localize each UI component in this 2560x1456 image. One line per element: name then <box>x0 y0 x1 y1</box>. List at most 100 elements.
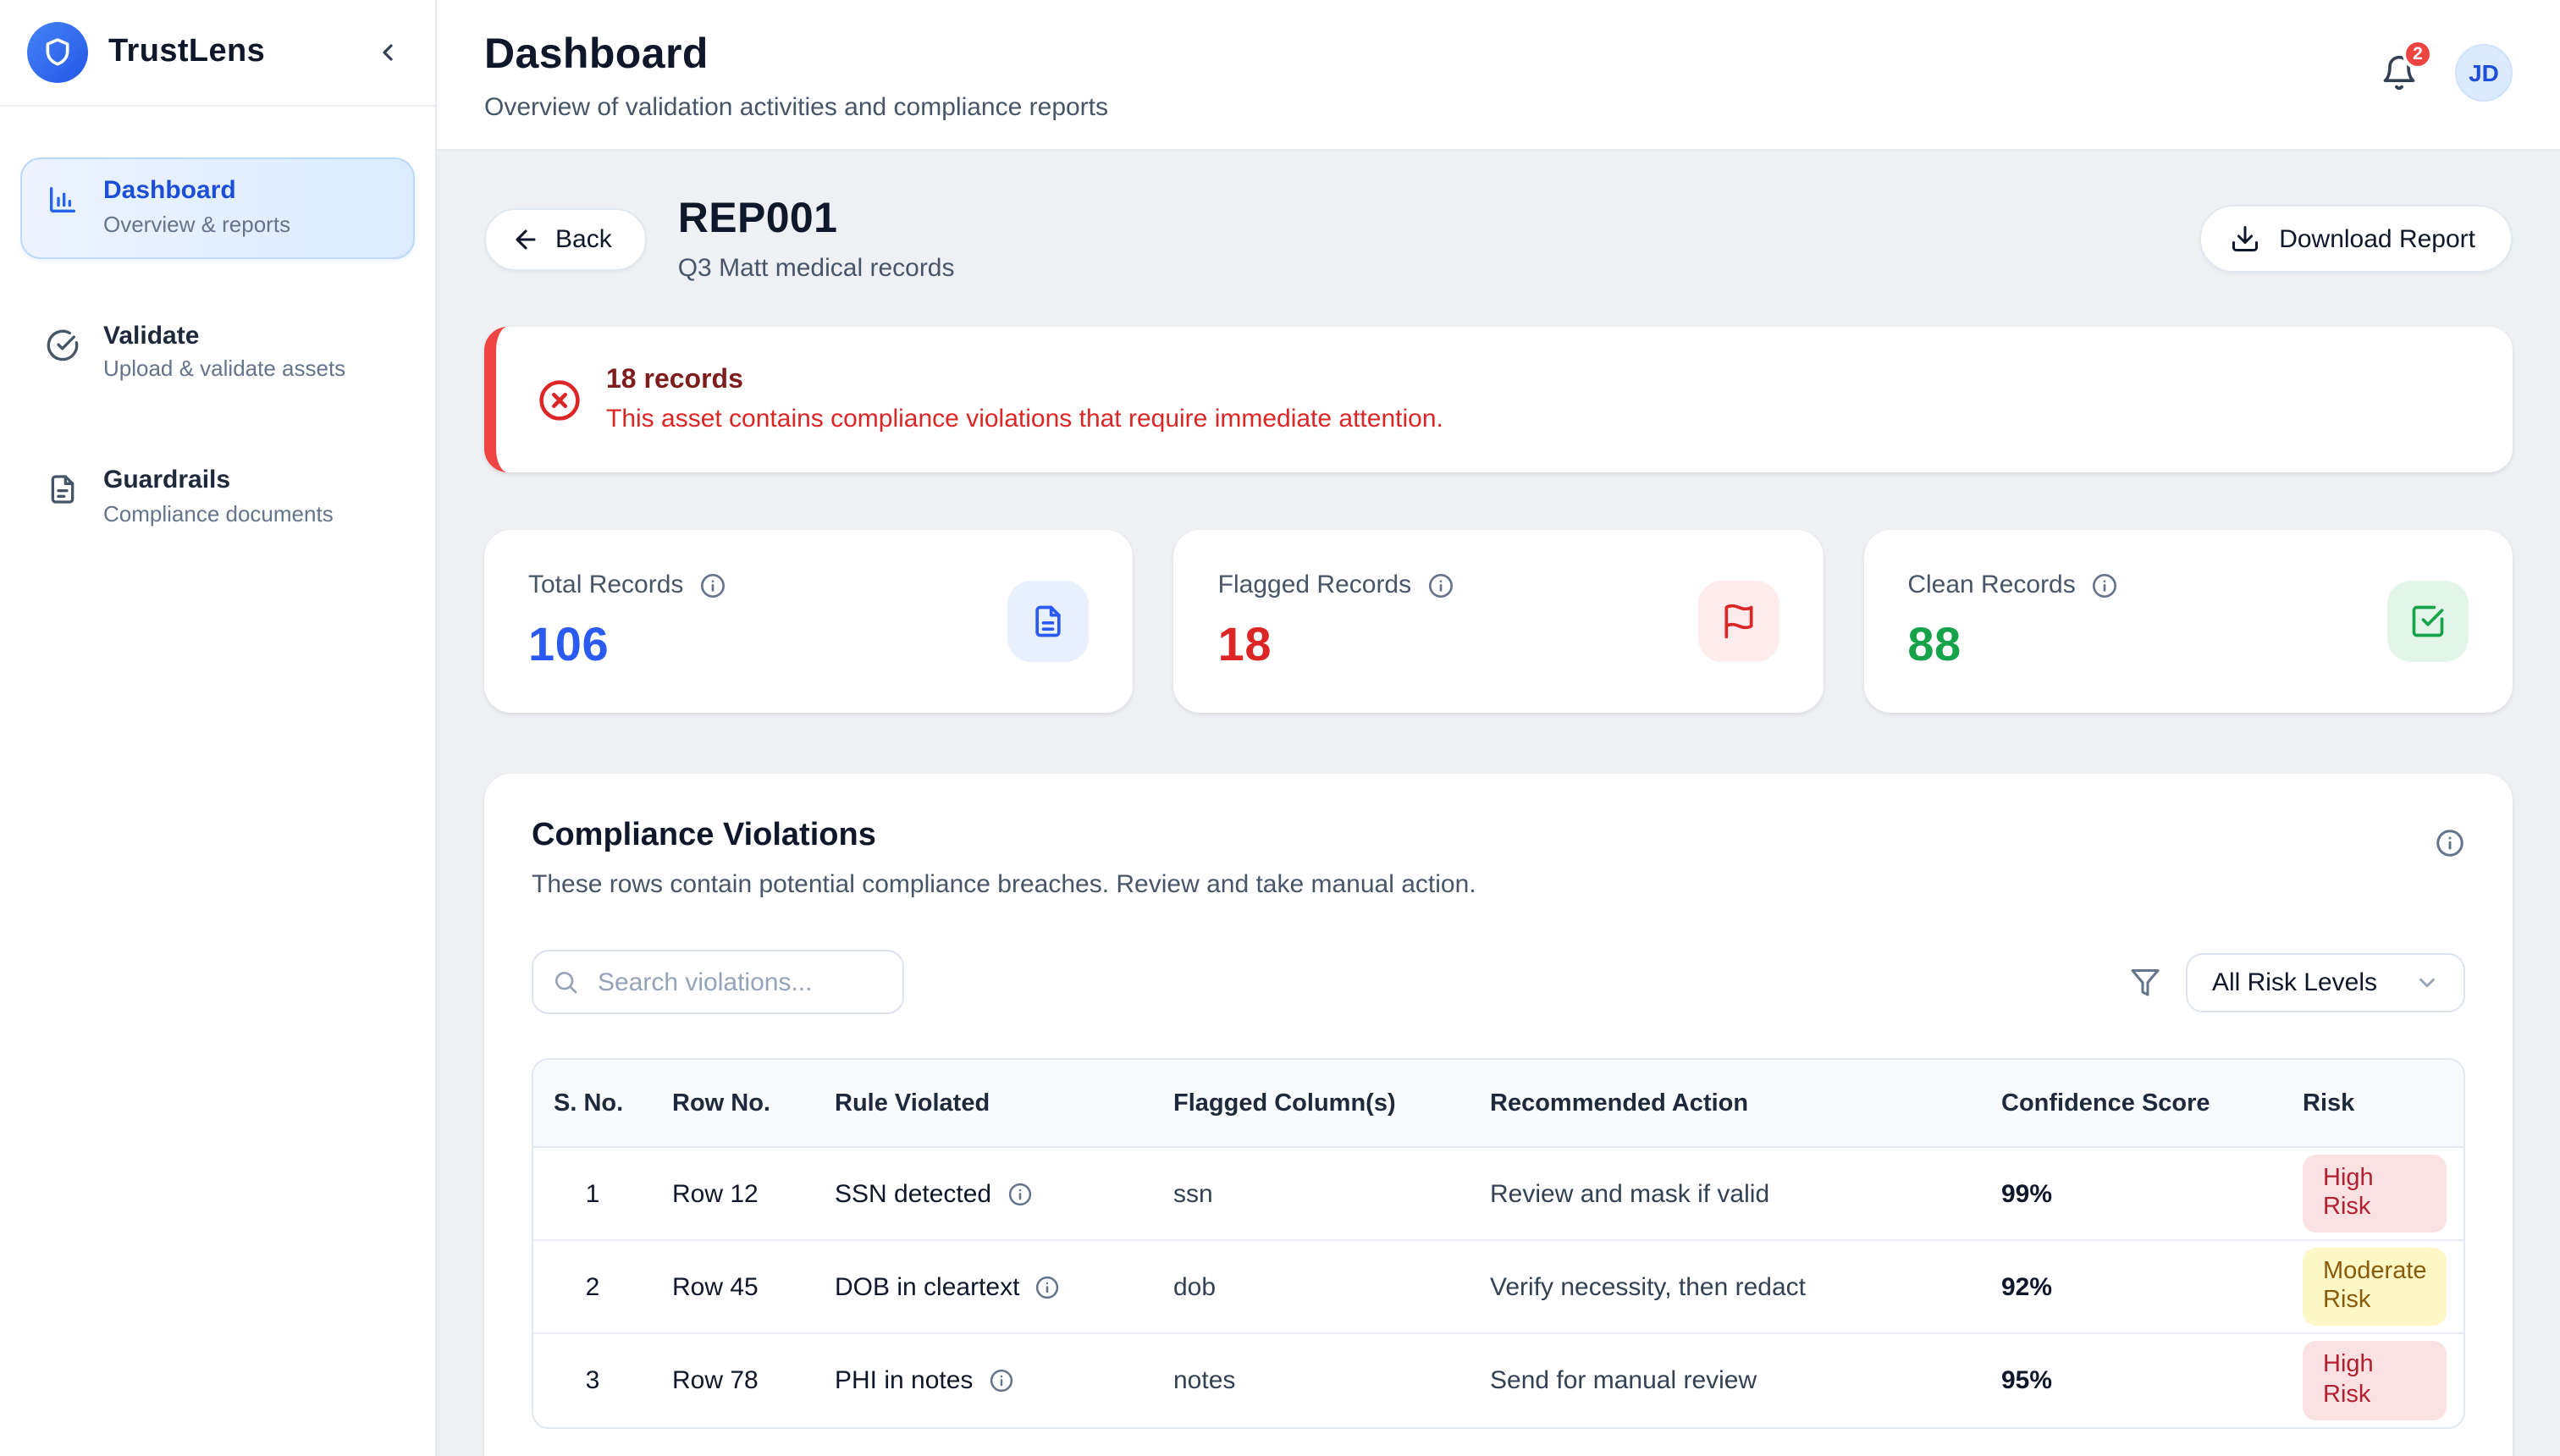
column-header: Confidence Score <box>2001 1089 2210 1117</box>
cell-action: Review and mask if valid <box>1490 1179 1770 1208</box>
shield-logo-icon <box>27 22 88 83</box>
sidebar-item-label: Guardrails <box>103 466 231 495</box>
violations-table: S. No. Row No. Rule Violated Flagged Col… <box>532 1058 2465 1429</box>
back-button[interactable]: Back <box>484 207 648 270</box>
sidebar-item-label: Validate <box>103 321 200 350</box>
info-icon[interactable] <box>1034 1274 1060 1299</box>
sidebar-item-sublabel: Compliance documents <box>103 501 334 527</box>
sidebar: TrustLens Dashboard Overview & reports <box>0 0 437 1456</box>
info-icon[interactable] <box>2091 571 2118 598</box>
risk-badge: Moderate Risk <box>2303 1247 2447 1326</box>
info-icon[interactable] <box>988 1368 1013 1393</box>
risk-filter-select[interactable]: All Risk Levels <box>2186 952 2465 1012</box>
column-header: Rule Violated <box>835 1089 990 1117</box>
info-icon[interactable] <box>1007 1181 1032 1206</box>
report-name: Q3 Matt medical records <box>677 254 955 283</box>
sidebar-nav: Dashboard Overview & reports Validate Up… <box>0 107 435 549</box>
search-input[interactable] <box>532 950 904 1014</box>
stat-label: Clean Records <box>1907 571 2076 599</box>
risk-badge: High Risk <box>2303 1154 2447 1233</box>
check-circle-icon <box>46 328 80 361</box>
x-circle-icon <box>537 377 582 422</box>
cell-row-no: Row 12 <box>672 1179 759 1208</box>
sidebar-item-guardrails[interactable]: Guardrails Compliance documents <box>20 448 415 549</box>
sidebar-item-sublabel: Upload & validate assets <box>103 356 346 382</box>
risk-badge: High Risk <box>2303 1341 2447 1420</box>
cell-rule: PHI in notes <box>835 1366 974 1395</box>
top-header: Dashboard Overview of validation activit… <box>437 0 2560 151</box>
notification-badge: 2 <box>2403 39 2433 69</box>
arrow-left-icon <box>511 224 540 253</box>
column-header: Flagged Column(s) <box>1173 1089 1396 1117</box>
avatar[interactable]: JD <box>2455 44 2513 102</box>
sidebar-collapse-button[interactable] <box>367 32 408 73</box>
file-icon <box>1007 581 1090 662</box>
cell-sno: 1 <box>585 1179 600 1208</box>
column-header: Risk <box>2303 1089 2355 1117</box>
brand-name: TrustLens <box>108 34 266 69</box>
sidebar-item-validate[interactable]: Validate Upload & validate assets <box>20 302 415 403</box>
cell-confidence: 92% <box>2001 1272 2053 1301</box>
cell-confidence: 99% <box>2001 1179 2053 1208</box>
cell-confidence: 95% <box>2001 1366 2053 1395</box>
stats-row: Total Records 106 Flagged <box>484 530 2513 713</box>
document-icon <box>46 473 80 507</box>
notifications-button[interactable]: 2 <box>2381 39 2433 91</box>
filter-icon[interactable] <box>2131 967 2161 997</box>
search-icon <box>552 968 579 995</box>
download-icon <box>2230 223 2260 254</box>
download-report-button[interactable]: Download Report <box>2199 205 2513 273</box>
risk-filter-value: All Risk Levels <box>2211 968 2377 996</box>
page-title: Dashboard <box>484 30 709 78</box>
cell-rule: DOB in cleartext <box>835 1272 1020 1301</box>
bar-chart-icon <box>46 183 80 217</box>
sidebar-item-sublabel: Overview & reports <box>103 211 291 237</box>
stat-card-total-records: Total Records 106 <box>484 530 1134 713</box>
column-header: Row No. <box>672 1089 770 1117</box>
flag-icon <box>1697 581 1779 662</box>
table-row: 1 Row 12 SSN detected ssn Review and mas… <box>533 1148 2463 1241</box>
table-row: 2 Row 45 DOB in cleartext dob Verify nec… <box>533 1241 2463 1334</box>
cell-action: Send for manual review <box>1490 1366 1757 1395</box>
cell-row-no: Row 45 <box>672 1272 759 1301</box>
cell-action: Verify necessity, then redact <box>1490 1272 1806 1301</box>
info-icon[interactable] <box>2435 818 2465 858</box>
content-area: Back REP001 Q3 Matt medical records Down… <box>437 151 2560 1456</box>
stat-label: Total Records <box>528 571 684 599</box>
cell-rule: SSN detected <box>835 1179 992 1208</box>
chevron-down-icon <box>2414 969 2440 995</box>
stat-card-flagged-records: Flagged Records 18 <box>1173 530 1823 713</box>
alert-title: 18 records <box>606 366 743 394</box>
violations-controls: All Risk Levels <box>532 950 2465 1014</box>
sidebar-item-label: Dashboard <box>103 176 236 205</box>
bell-icon <box>2383 55 2415 90</box>
table-header-row: S. No. Row No. Rule Violated Flagged Col… <box>533 1060 2463 1148</box>
info-icon[interactable] <box>1426 571 1454 598</box>
cell-flagged-column: dob <box>1173 1272 1217 1301</box>
table-row: 3 Row 78 PHI in notes notes Send for man… <box>533 1334 2463 1427</box>
column-header: Recommended Action <box>1490 1089 1749 1117</box>
main-area: Dashboard Overview of validation activit… <box>437 0 2560 1456</box>
cell-sno: 2 <box>585 1272 600 1301</box>
stat-value: 18 <box>1217 618 1272 670</box>
stat-value: 106 <box>528 618 610 670</box>
violations-alert-banner: 18 records This asset contains complianc… <box>484 327 2513 472</box>
stat-label: Flagged Records <box>1217 571 1412 599</box>
info-icon[interactable] <box>698 571 726 598</box>
cell-row-no: Row 78 <box>672 1366 759 1395</box>
report-header: Back REP001 Q3 Matt medical records Down… <box>484 195 2513 283</box>
sidebar-header: TrustLens <box>0 0 435 107</box>
sidebar-item-dashboard[interactable]: Dashboard Overview & reports <box>20 157 415 259</box>
cell-flagged-column: ssn <box>1173 1179 1213 1208</box>
back-button-label: Back <box>555 224 612 253</box>
alert-message: This asset contains compliance violation… <box>606 405 1443 433</box>
report-id: REP001 <box>677 195 838 242</box>
chevron-left-icon <box>383 44 393 61</box>
download-report-label: Download Report <box>2279 224 2475 253</box>
column-header: S. No. <box>554 1089 624 1117</box>
stat-value: 88 <box>1907 618 1961 670</box>
cell-sno: 3 <box>585 1366 600 1395</box>
compliance-violations-card: Compliance Violations These rows contain… <box>484 774 2513 1456</box>
cell-flagged-column: notes <box>1173 1366 1236 1395</box>
